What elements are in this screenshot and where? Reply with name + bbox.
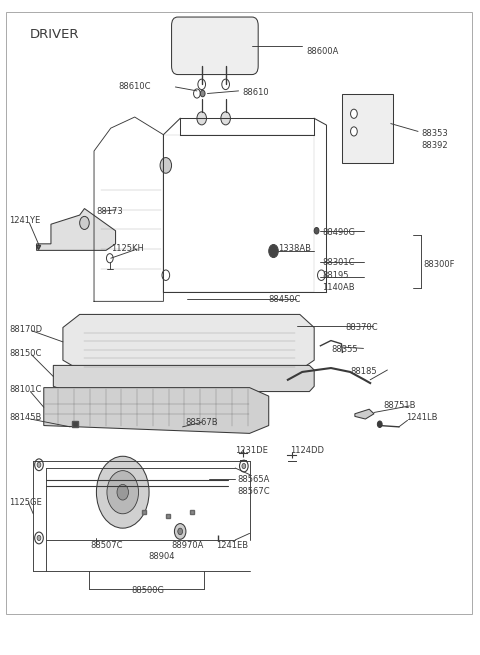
FancyBboxPatch shape	[171, 17, 258, 75]
Circle shape	[242, 464, 246, 469]
FancyBboxPatch shape	[342, 94, 393, 163]
Text: 1241YE: 1241YE	[9, 215, 40, 225]
Circle shape	[117, 484, 129, 500]
Circle shape	[377, 421, 382, 428]
Text: 88101C: 88101C	[9, 385, 42, 394]
Polygon shape	[63, 314, 314, 370]
Text: 88353: 88353	[421, 129, 448, 138]
Text: 1338AB: 1338AB	[278, 244, 312, 253]
Circle shape	[162, 270, 169, 280]
Text: 88450C: 88450C	[269, 295, 301, 304]
Circle shape	[174, 523, 186, 539]
Polygon shape	[36, 208, 116, 250]
Text: 88490G: 88490G	[323, 227, 355, 236]
Text: 88185: 88185	[350, 367, 377, 376]
Circle shape	[80, 216, 89, 229]
Text: 88610: 88610	[242, 88, 269, 97]
Circle shape	[178, 528, 182, 534]
Circle shape	[35, 532, 43, 544]
Text: 1125KH: 1125KH	[111, 244, 144, 253]
Text: 1140AB: 1140AB	[323, 283, 355, 292]
Circle shape	[240, 460, 248, 472]
Text: 1241EB: 1241EB	[216, 540, 248, 550]
Circle shape	[160, 158, 171, 174]
Text: 88170D: 88170D	[9, 325, 42, 334]
Circle shape	[35, 459, 43, 471]
Circle shape	[318, 270, 325, 280]
Text: 88507C: 88507C	[91, 540, 123, 550]
Text: 1125GE: 1125GE	[9, 498, 42, 507]
Text: 88500G: 88500G	[132, 586, 164, 595]
Text: 88904: 88904	[148, 552, 175, 561]
Circle shape	[198, 79, 205, 90]
Circle shape	[269, 244, 278, 257]
Circle shape	[107, 253, 113, 263]
Text: 88610C: 88610C	[118, 83, 150, 92]
Circle shape	[107, 471, 139, 514]
Polygon shape	[355, 409, 374, 419]
Text: 88567C: 88567C	[238, 487, 270, 496]
Circle shape	[350, 109, 357, 119]
Polygon shape	[44, 388, 269, 434]
Text: 88567B: 88567B	[185, 418, 217, 427]
Text: 88300F: 88300F	[424, 260, 456, 269]
Circle shape	[200, 90, 205, 97]
Circle shape	[221, 112, 230, 125]
FancyBboxPatch shape	[6, 12, 472, 614]
Circle shape	[314, 227, 319, 234]
Circle shape	[197, 112, 206, 125]
Text: 88970A: 88970A	[171, 540, 204, 550]
Text: 88150C: 88150C	[9, 349, 42, 358]
Circle shape	[37, 462, 41, 468]
Text: 1231DE: 1231DE	[235, 446, 268, 455]
Polygon shape	[53, 365, 314, 392]
Text: 88301C: 88301C	[323, 257, 355, 267]
Text: 88195: 88195	[323, 271, 349, 280]
Text: 88751B: 88751B	[384, 401, 416, 410]
Text: 88370C: 88370C	[345, 323, 378, 332]
Text: 88145B: 88145B	[9, 413, 42, 422]
Text: 1124DD: 1124DD	[290, 446, 324, 455]
Circle shape	[37, 535, 41, 540]
Text: 88392: 88392	[421, 141, 447, 150]
Circle shape	[222, 79, 229, 90]
Text: 88355: 88355	[331, 345, 358, 354]
Text: 88565A: 88565A	[238, 476, 270, 484]
Text: DRIVER: DRIVER	[29, 28, 79, 41]
Circle shape	[193, 89, 200, 98]
Circle shape	[350, 127, 357, 136]
Circle shape	[96, 457, 149, 528]
Text: 1241LB: 1241LB	[407, 413, 438, 422]
Text: 88600A: 88600A	[306, 47, 338, 56]
Text: 88173: 88173	[96, 208, 123, 216]
